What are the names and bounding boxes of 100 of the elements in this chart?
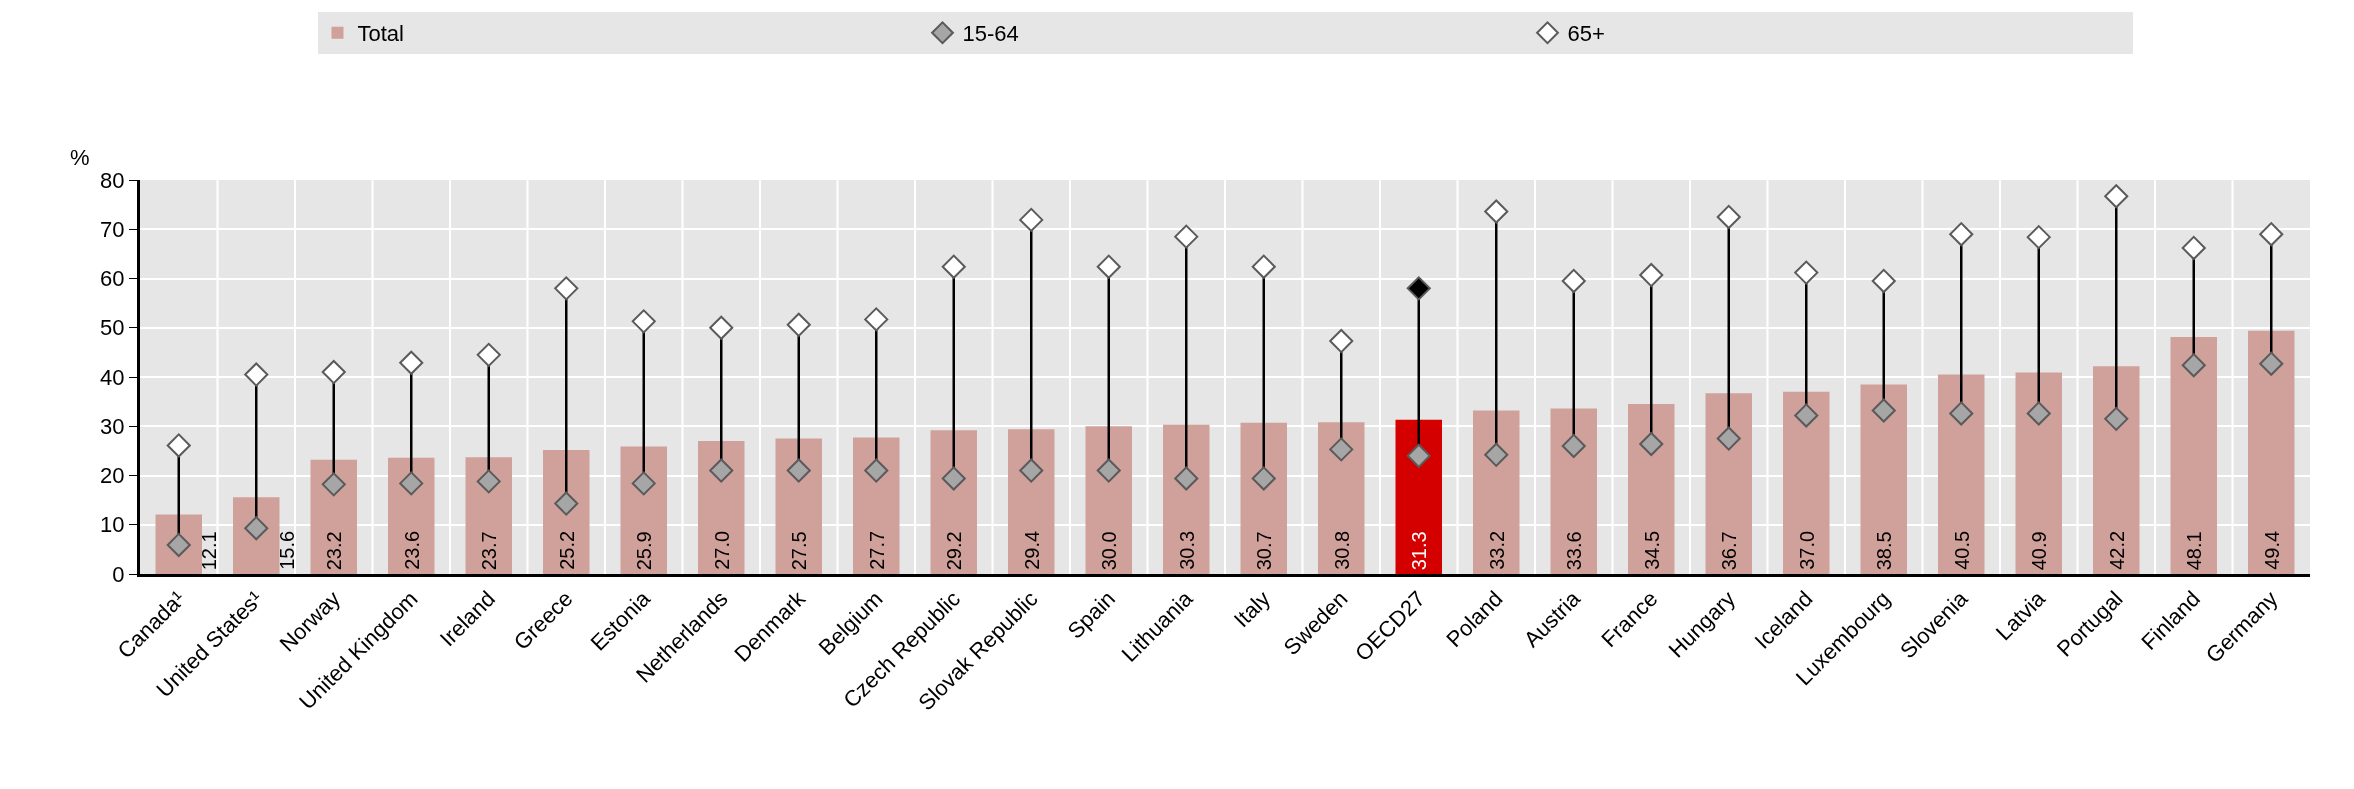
bar xyxy=(2093,366,2140,574)
data-label: 29.4 xyxy=(1020,530,1043,570)
data-label: 48.1 xyxy=(2183,531,2206,571)
data-label: 30.8 xyxy=(1330,530,1353,570)
point xyxy=(2259,222,2284,247)
y-tick-label: 70 xyxy=(100,216,125,242)
data-label: 37.0 xyxy=(1795,530,1818,570)
legend-label: Total xyxy=(357,21,404,47)
point xyxy=(244,362,269,387)
bar xyxy=(1085,426,1132,574)
bar xyxy=(1240,422,1287,574)
data-label: 30.3 xyxy=(1175,530,1198,570)
bar xyxy=(388,457,435,574)
y-tick-label: 60 xyxy=(100,266,125,292)
point xyxy=(786,312,811,337)
data-label: 49.4 xyxy=(2260,530,2283,570)
bar xyxy=(543,449,590,574)
point xyxy=(2026,401,2051,426)
point xyxy=(709,458,734,483)
y-tick-label: 50 xyxy=(100,315,125,341)
data-label: 23.7 xyxy=(478,531,501,571)
point xyxy=(1716,204,1741,229)
data-label: 27.0 xyxy=(710,530,733,570)
point xyxy=(1329,437,1354,462)
point xyxy=(1406,276,1431,301)
legend-label: 65+ xyxy=(1567,21,1605,47)
bar xyxy=(698,441,745,574)
data-label: 40.5 xyxy=(1950,530,1973,570)
point xyxy=(1174,224,1199,249)
bar xyxy=(620,446,667,574)
data-label: 23.6 xyxy=(400,530,423,570)
point xyxy=(1871,268,1896,294)
bar xyxy=(2170,337,2217,574)
point xyxy=(786,458,811,483)
data-label: 31.3 xyxy=(1408,531,1431,571)
data-label: 33.6 xyxy=(1563,531,1586,571)
point xyxy=(2259,351,2284,376)
bar xyxy=(1163,424,1210,574)
data-label: 12.1 xyxy=(198,531,221,571)
bar xyxy=(930,430,977,574)
point xyxy=(1019,458,1044,483)
y-axis-title: % xyxy=(70,145,90,170)
point xyxy=(554,491,579,516)
data-label: 40.9 xyxy=(2028,531,2051,571)
data-label: 27.7 xyxy=(865,530,888,570)
bar xyxy=(1008,429,1055,574)
point xyxy=(1871,398,1896,423)
point xyxy=(1794,260,1819,285)
point xyxy=(1484,199,1509,224)
data-label: 33.2 xyxy=(1485,530,1508,570)
y-tick-label: 80 xyxy=(100,167,125,193)
bar xyxy=(310,459,357,574)
data-label: 29.2 xyxy=(943,531,966,571)
point xyxy=(1251,254,1276,279)
point xyxy=(321,472,346,497)
point xyxy=(321,360,346,385)
point xyxy=(709,315,734,340)
point xyxy=(476,342,501,367)
point xyxy=(1174,466,1199,491)
point xyxy=(1561,433,1586,458)
data-label: 42.2 xyxy=(2105,530,2128,570)
data-label: 27.5 xyxy=(788,531,811,571)
point xyxy=(476,469,501,494)
bar xyxy=(465,457,512,574)
point xyxy=(1949,401,1974,426)
data-label: 36.7 xyxy=(1718,531,1741,571)
y-tick-label: 40 xyxy=(100,364,125,390)
bar xyxy=(1860,384,1907,574)
point xyxy=(1251,466,1276,491)
point xyxy=(1639,263,1664,288)
data-label: 30.7 xyxy=(1253,531,1276,571)
y-tick-label: 30 xyxy=(100,413,125,439)
legend-label: 15-64 xyxy=(962,21,1019,47)
point xyxy=(166,433,191,458)
bar xyxy=(1628,404,1675,574)
data-label: 38.5 xyxy=(1873,531,1896,571)
x-tick-label: Italy xyxy=(1228,586,1276,633)
point xyxy=(2104,406,2129,431)
bar xyxy=(2248,330,2295,574)
point xyxy=(1406,443,1431,468)
point xyxy=(1949,222,1974,247)
point xyxy=(864,307,889,332)
bar xyxy=(2015,372,2062,574)
point xyxy=(631,471,656,496)
bar xyxy=(1473,410,1520,574)
point xyxy=(1096,458,1121,483)
data-label: 23.2 xyxy=(323,531,346,571)
data-label: 25.2 xyxy=(555,530,578,570)
bar xyxy=(1783,391,1830,574)
point xyxy=(631,309,656,334)
point xyxy=(1329,329,1354,354)
point xyxy=(1484,442,1509,467)
point xyxy=(1794,403,1819,428)
point xyxy=(1716,426,1741,451)
y-tick-label: 0 xyxy=(112,561,125,587)
point xyxy=(1019,207,1044,232)
point xyxy=(2026,225,2051,250)
point xyxy=(941,254,966,279)
point xyxy=(2104,184,2129,209)
data-label: 25.9 xyxy=(633,531,656,571)
